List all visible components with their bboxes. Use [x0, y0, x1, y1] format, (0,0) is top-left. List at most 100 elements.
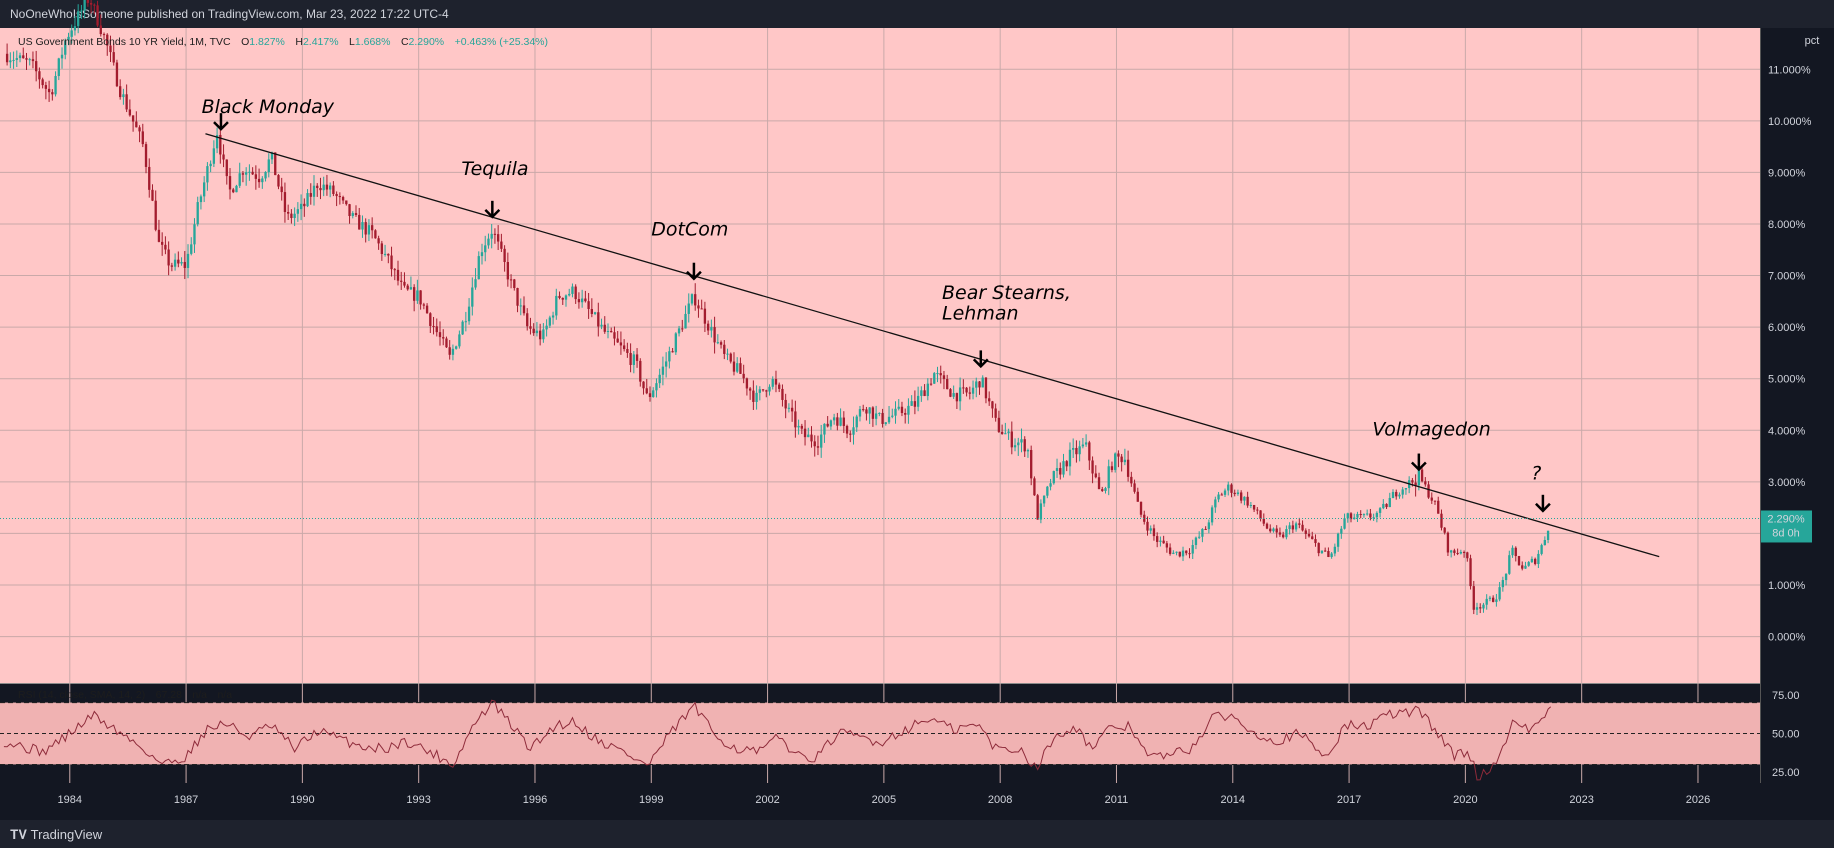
candle	[1075, 447, 1078, 455]
candle	[681, 328, 684, 330]
annotations-layer[interactable]: Black Monday Tequila DotCom Bear Stearns,Le…	[202, 96, 1551, 513]
candle	[587, 301, 590, 310]
candle	[1298, 523, 1301, 525]
candle	[952, 393, 955, 397]
rsi-axis-tick: 25.00	[1772, 767, 1800, 779]
candle	[1369, 513, 1372, 518]
candle	[1252, 504, 1256, 510]
price-axis-tick: 3.000%	[1768, 477, 1806, 489]
candle	[1185, 550, 1188, 554]
candle	[1123, 459, 1127, 463]
candle	[135, 121, 138, 128]
legend-h-label: H	[295, 36, 303, 48]
candle	[1130, 476, 1133, 484]
candle	[461, 321, 464, 335]
rsi-axis[interactable]: 75.00 50.00 25.00	[1772, 690, 1800, 779]
rsi-line	[3, 699, 1552, 781]
candle	[235, 185, 238, 193]
candle	[257, 178, 261, 183]
time-axis-tick: 1990	[290, 794, 314, 806]
candle	[1214, 499, 1217, 508]
candle	[694, 294, 697, 306]
candle	[64, 40, 67, 55]
tradingview-logo[interactable]: 𝐓𝐕 TradingView	[10, 827, 102, 843]
price-axis-bg	[1760, 28, 1834, 820]
candle	[83, 0, 86, 11]
candle	[1042, 495, 1046, 504]
candle	[968, 392, 971, 394]
candle	[677, 328, 681, 334]
candle	[383, 253, 387, 255]
candle	[716, 342, 719, 344]
candle	[836, 417, 839, 426]
candle	[1013, 445, 1017, 448]
candle	[396, 269, 400, 281]
main-legend: US Government Bonds 10 YR Yield, 1M, TVC…	[18, 32, 548, 49]
candle	[597, 312, 600, 327]
candle	[742, 373, 745, 379]
candle	[406, 285, 409, 290]
candle	[102, 34, 106, 36]
time-axis-tick: 1993	[406, 794, 430, 806]
candle	[1546, 530, 1550, 540]
candle	[348, 204, 351, 217]
candle	[1388, 497, 1391, 508]
candle	[1146, 521, 1149, 531]
candle	[251, 171, 254, 175]
candle	[477, 256, 480, 280]
candle	[564, 295, 568, 300]
candle	[1191, 545, 1194, 554]
candle	[894, 408, 897, 416]
candle	[448, 347, 451, 355]
candle	[519, 305, 522, 307]
candle	[1227, 484, 1230, 491]
candle	[1162, 540, 1165, 544]
candle	[209, 163, 212, 167]
candle	[173, 259, 177, 267]
candle	[642, 381, 645, 389]
candle	[1081, 444, 1085, 447]
candle	[12, 59, 15, 61]
candle	[826, 423, 829, 427]
candle	[503, 248, 506, 263]
annotation-arrow-head	[213, 121, 229, 131]
candle	[949, 389, 952, 397]
trendline-layer[interactable]	[205, 133, 1660, 558]
candle	[422, 304, 426, 306]
candle	[1514, 547, 1517, 557]
candle	[1530, 558, 1534, 563]
rsi-axis-tick: 50.00	[1772, 729, 1800, 741]
candle	[703, 308, 707, 324]
rsi-legend-na1: n/a	[192, 689, 207, 701]
time-axis-tick: 2026	[1686, 794, 1710, 806]
candle	[238, 173, 241, 186]
candle	[1401, 489, 1404, 495]
candle	[997, 417, 1001, 432]
annotation-arrow-head	[972, 358, 989, 369]
candle	[868, 407, 871, 414]
price-axis-tick: 0.000%	[1768, 632, 1806, 644]
candle	[1046, 486, 1049, 496]
rsi-legend-label: RSI (14, close, SMA, 14, 2)	[18, 689, 145, 701]
candle	[1359, 514, 1362, 516]
candle	[1262, 518, 1265, 524]
candle	[1543, 540, 1547, 546]
candle	[787, 407, 791, 409]
candle	[1055, 468, 1059, 472]
publisher-bar: NoOneWhoIsSomeone published on TradingVi…	[0, 0, 1834, 28]
candle	[600, 324, 603, 327]
candle	[797, 425, 800, 428]
candle	[1475, 607, 1479, 610]
time-axis[interactable]: 1984 1987 1990 1993 1996 1999 2002 2005 2008 2011…	[58, 794, 1711, 806]
candle	[1294, 523, 1298, 530]
candle	[1456, 552, 1459, 554]
candle	[1453, 550, 1456, 553]
candle	[1343, 518, 1346, 529]
candle	[1362, 514, 1366, 516]
candle	[568, 293, 571, 296]
candle	[781, 388, 784, 400]
chart-canvas[interactable]: Black Monday Tequila DotCom Bear Stearns,Le…	[0, 0, 1834, 820]
candle	[390, 255, 393, 270]
candle	[109, 45, 112, 53]
candle	[910, 401, 913, 406]
